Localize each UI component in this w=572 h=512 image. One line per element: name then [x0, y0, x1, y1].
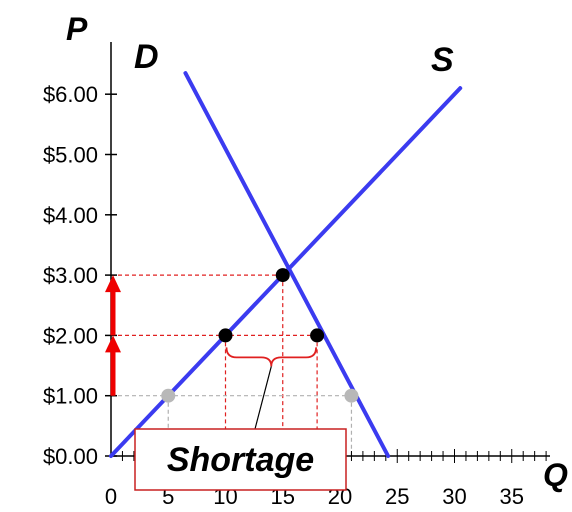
x-axis-title: Q	[543, 457, 568, 493]
x-tick-label: 35	[500, 484, 524, 509]
price-arrows	[105, 275, 121, 396]
demand-curve-label: D	[134, 38, 159, 76]
ceiling-point-0	[218, 328, 233, 343]
y-axis-title: P	[66, 11, 88, 47]
price-arrow-head-1	[105, 275, 121, 293]
shortage-annotation: Shortage	[134, 347, 347, 491]
points	[161, 268, 359, 403]
equilibrium-point	[275, 268, 290, 283]
low-price-point-0	[161, 388, 176, 403]
y-tick-label: $6.00	[43, 82, 98, 107]
price-arrow-head-0	[105, 335, 121, 353]
shortage-brace	[225, 347, 317, 367]
x-tick-label: 25	[385, 484, 409, 509]
ceiling-point-1	[310, 328, 325, 343]
y-tick-label: $3.00	[43, 263, 98, 288]
low-price-point-1	[344, 388, 359, 403]
y-tick-label: $0.00	[43, 444, 98, 469]
y-tick-label: $4.00	[43, 203, 98, 228]
y-tick-label: $1.00	[43, 384, 98, 409]
shortage-pointer	[254, 366, 272, 430]
y-tick-label: $5.00	[43, 143, 98, 168]
shortage-box	[134, 428, 347, 491]
shortage-label: Shortage	[167, 441, 314, 479]
y-tick-label: $2.00	[43, 323, 98, 348]
supply-curve-label: S	[431, 41, 454, 79]
x-tick-label: 0	[105, 484, 117, 509]
x-tick-label: 30	[442, 484, 466, 509]
